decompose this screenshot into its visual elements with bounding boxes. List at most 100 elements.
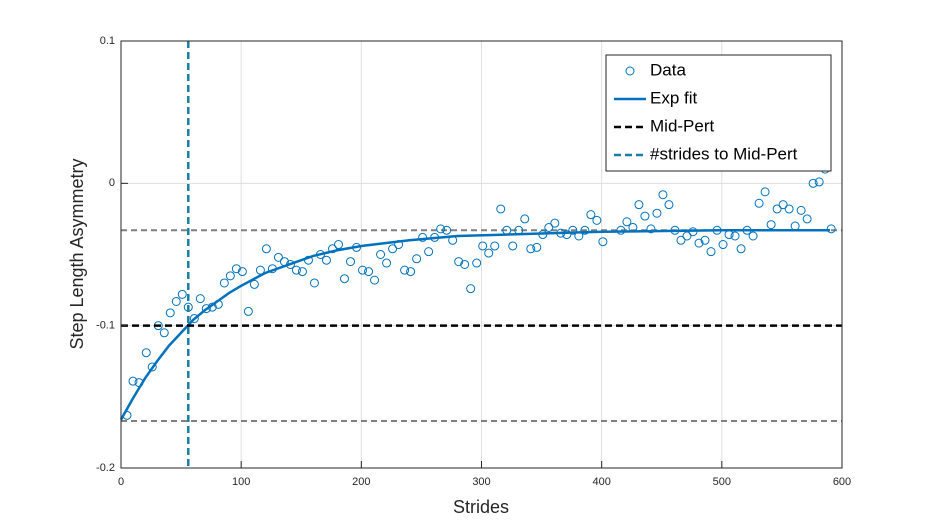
x-tick-label: 100	[232, 476, 250, 488]
x-tick-label: 400	[592, 476, 610, 488]
y-tick-label: -0.2	[96, 462, 115, 474]
y-tick-label: 0.1	[100, 35, 115, 47]
data-point	[508, 241, 518, 251]
data-point	[424, 247, 434, 257]
data-point	[225, 271, 235, 281]
data-point	[231, 264, 241, 274]
data-point	[568, 225, 578, 235]
data-point	[201, 304, 211, 314]
legend-label: Data	[650, 60, 686, 79]
data-point	[778, 200, 788, 210]
data-point	[730, 231, 740, 241]
data-point	[808, 178, 818, 188]
data-point	[580, 225, 590, 235]
data-point	[346, 257, 356, 267]
x-tick-label: 500	[713, 476, 731, 488]
data-point	[700, 235, 710, 245]
ticks: 0 100 200 300 400 500 600 -0.2 -0.1 0 0.1	[96, 35, 851, 488]
data-point	[694, 238, 704, 248]
data-point	[249, 279, 259, 289]
data-point	[826, 224, 836, 234]
x-tick-label: 600	[833, 476, 851, 488]
data-point	[327, 244, 337, 254]
data-point	[562, 230, 572, 240]
data-point	[706, 247, 716, 257]
data-point	[814, 177, 824, 187]
legend-label: Mid-Pert	[650, 116, 715, 135]
data-point	[550, 218, 560, 228]
data-point	[622, 217, 632, 227]
data-point	[658, 190, 668, 200]
data-point	[376, 250, 386, 259]
fit-line	[119, 229, 830, 421]
data-point	[490, 241, 500, 251]
data-point	[598, 237, 608, 247]
legend-box	[605, 54, 832, 172]
data-point	[544, 222, 554, 232]
data-point	[652, 208, 662, 218]
data-point	[141, 348, 151, 358]
data-point	[400, 265, 410, 275]
legend-marker	[625, 66, 635, 76]
data-point	[736, 244, 746, 254]
data-point	[676, 235, 686, 245]
data-point	[646, 224, 656, 234]
data-point	[442, 225, 452, 235]
data-point	[261, 244, 271, 254]
data-point	[754, 198, 764, 208]
data-point	[640, 211, 650, 221]
data-point	[364, 267, 374, 277]
data-point	[466, 284, 476, 294]
data-point	[496, 204, 506, 214]
legend-label: Exp fit	[650, 88, 698, 107]
data-point	[586, 210, 596, 220]
legend-label: #strides to Mid-Pert	[650, 144, 798, 163]
data-point	[165, 308, 175, 318]
data-point	[634, 200, 644, 210]
data-point	[340, 274, 350, 284]
data-point	[370, 275, 380, 285]
data-point	[802, 214, 812, 224]
marks	[119, 41, 842, 468]
data-point	[297, 267, 307, 277]
data-point	[418, 232, 428, 242]
data-point	[772, 204, 782, 214]
data-point	[321, 255, 331, 265]
data-point	[682, 231, 692, 241]
data-point	[147, 362, 157, 372]
data-point	[664, 200, 674, 210]
data-point	[273, 252, 283, 262]
data-point	[532, 242, 542, 252]
data-point	[526, 244, 536, 254]
data-point	[291, 265, 301, 275]
data-point	[388, 244, 398, 254]
data-point	[760, 187, 770, 197]
data-point	[189, 314, 199, 324]
data-point	[237, 267, 247, 277]
data-point	[219, 278, 229, 288]
data-point	[520, 214, 530, 224]
x-tick-label: 0	[118, 476, 124, 488]
data-point	[309, 278, 319, 288]
data-point	[454, 257, 464, 267]
data-point	[382, 258, 392, 268]
x-axis-label: Strides	[453, 497, 509, 517]
data-point	[128, 376, 138, 386]
data-point	[334, 240, 344, 250]
y-tick-label: 0	[109, 177, 115, 189]
data-point	[478, 241, 488, 251]
data-point	[177, 289, 187, 299]
y-tick-label: -0.1	[96, 320, 115, 332]
data-point	[484, 248, 494, 258]
data-point	[358, 265, 368, 275]
data-point	[796, 205, 806, 215]
data-point	[171, 296, 181, 306]
data-point	[472, 258, 482, 268]
data-point	[460, 259, 470, 269]
x-tick-label: 200	[352, 476, 370, 488]
y-axis-label: Step Length Asymmetry	[67, 158, 87, 349]
data-point	[748, 231, 758, 241]
data-point	[784, 204, 794, 214]
